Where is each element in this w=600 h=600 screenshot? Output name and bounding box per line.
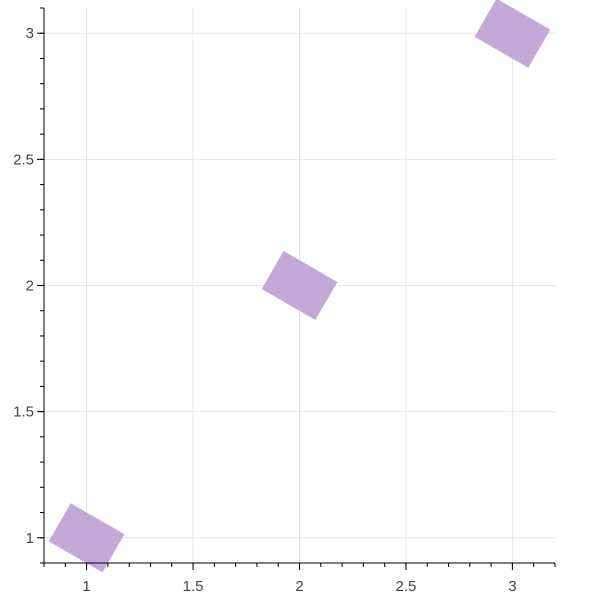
x-tick-label: 1: [82, 578, 90, 595]
x-tick-label: 2.5: [396, 578, 417, 595]
y-tick-label: 3: [26, 25, 34, 42]
y-tick-label: 1: [26, 530, 34, 547]
data-point: [474, 0, 551, 68]
y-tick-label: 2.5: [13, 151, 34, 168]
axes: 1 1.5 2 2.5 3 1 1.5 2 2.5 3: [13, 7, 556, 595]
x-tick-label: 1.5: [183, 578, 204, 595]
data-point: [261, 250, 338, 321]
x-tick-label: 2: [295, 578, 303, 595]
data-marks: [48, 0, 551, 573]
x-tick-label: 3: [508, 578, 516, 595]
y-tick-label: 1.5: [13, 404, 34, 421]
y-tick-label: 2: [26, 278, 34, 295]
data-point: [48, 503, 125, 573]
